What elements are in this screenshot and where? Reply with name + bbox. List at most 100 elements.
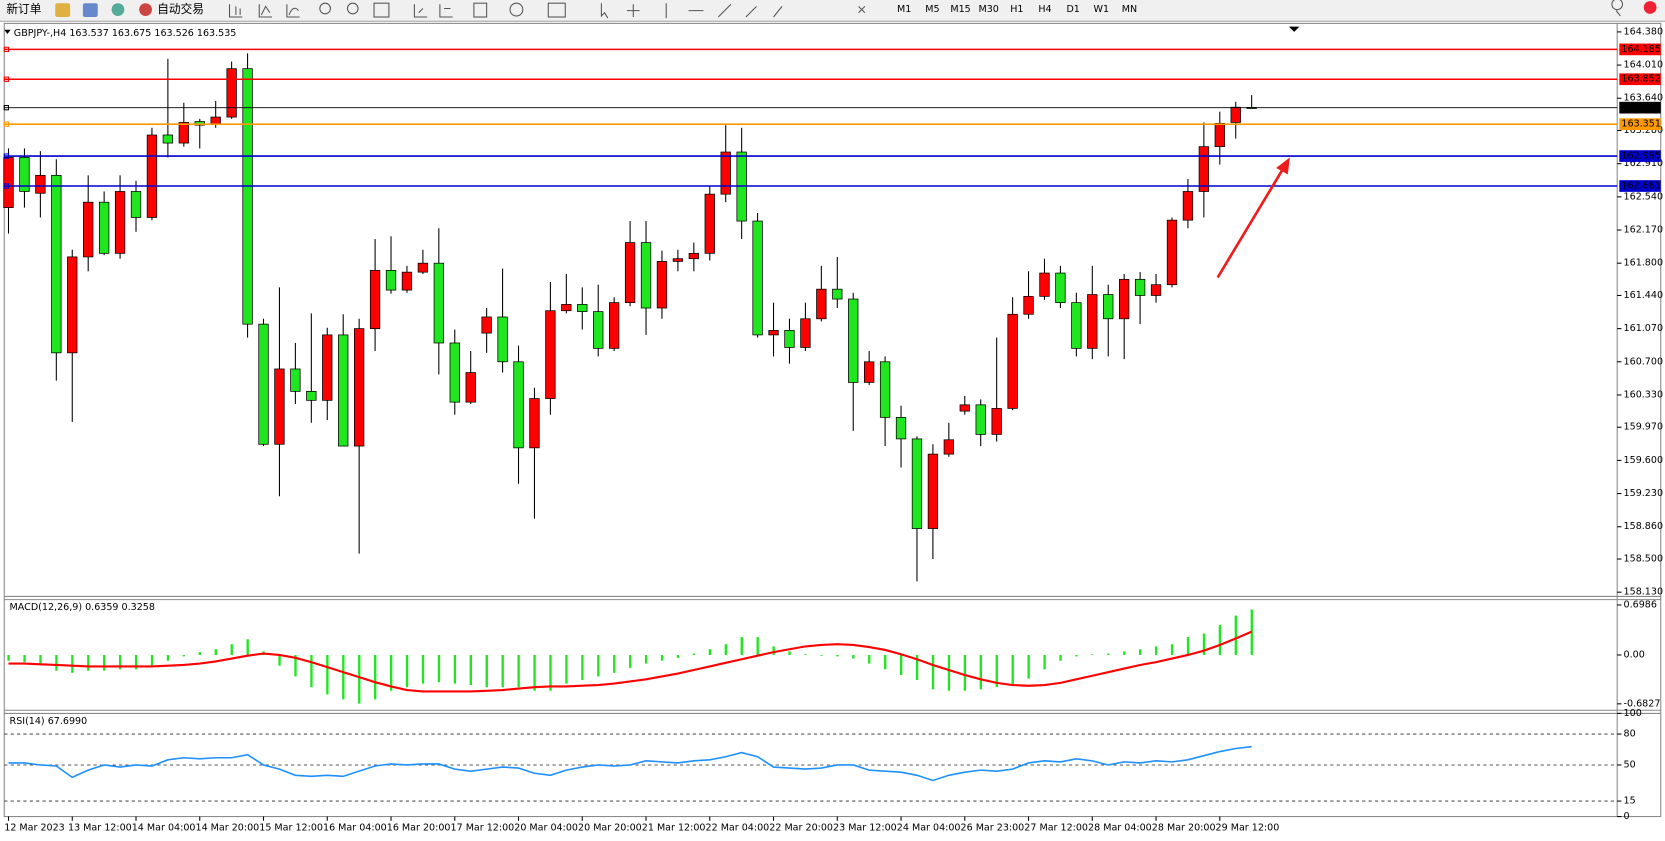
candle-body bbox=[83, 201, 94, 258]
macd-bar bbox=[947, 654, 951, 691]
timeframe-button[interactable]: M30 bbox=[979, 4, 999, 15]
candle-body bbox=[720, 151, 731, 195]
macd-bar bbox=[1107, 653, 1110, 655]
macd-bar bbox=[405, 654, 409, 688]
y-tick-label: 160.330 bbox=[1624, 389, 1663, 400]
new-order-button[interactable]: 新订单 bbox=[6, 2, 41, 16]
x-tick-label: 16 Mar 20:00 bbox=[387, 823, 451, 834]
candle-body bbox=[975, 404, 986, 435]
indicator-name: RSI(14) bbox=[10, 715, 45, 726]
candle-body bbox=[194, 121, 205, 126]
macd-bar bbox=[214, 649, 217, 655]
x-tick-label: 28 Mar 04:00 bbox=[1088, 823, 1152, 834]
y-tick-label: 159.970 bbox=[1624, 422, 1663, 433]
icon[interactable] bbox=[111, 3, 125, 16]
candle-body bbox=[927, 453, 939, 529]
x-tick-label: 23 Mar 12:00 bbox=[833, 823, 897, 834]
candle-body bbox=[959, 404, 970, 412]
candle-body bbox=[51, 174, 62, 354]
x-tick-label: 15 Mar 12:00 bbox=[259, 823, 323, 834]
macd-bar bbox=[421, 654, 425, 684]
timeframe-button[interactable]: MN bbox=[1122, 4, 1137, 15]
macd-bar bbox=[1154, 646, 1158, 655]
icon[interactable] bbox=[373, 2, 390, 18]
timeframe-button[interactable]: M1 bbox=[897, 4, 911, 15]
timeframe-button[interactable]: M15 bbox=[950, 4, 970, 15]
candle-body bbox=[640, 242, 652, 309]
y-tick-label: 158.500 bbox=[1624, 554, 1663, 565]
candle-body bbox=[943, 439, 955, 455]
y-tick-label: 160.700 bbox=[1624, 356, 1663, 367]
icon[interactable] bbox=[139, 3, 152, 16]
y-tick-label: 158.860 bbox=[1624, 521, 1663, 532]
icon[interactable] bbox=[228, 4, 243, 18]
y-tick-label: 159.600 bbox=[1624, 455, 1663, 466]
icon[interactable] bbox=[346, 2, 359, 15]
icon[interactable] bbox=[439, 4, 453, 18]
timeframe-button[interactable]: H1 bbox=[1010, 4, 1023, 15]
x-tick-label: 22 Mar 04:00 bbox=[706, 823, 770, 834]
candle-body bbox=[497, 316, 508, 363]
icon[interactable] bbox=[55, 3, 71, 18]
notification-icon[interactable] bbox=[1643, 1, 1657, 14]
candle-body bbox=[577, 304, 588, 312]
macd-bar bbox=[1123, 651, 1126, 655]
y-tick-label: 164.010 bbox=[1624, 60, 1663, 71]
macd-bar bbox=[963, 654, 967, 691]
macd-bar bbox=[1170, 644, 1174, 655]
macd-bar bbox=[868, 654, 871, 664]
macd-bar bbox=[788, 651, 791, 655]
toolbar-icons bbox=[228, 2, 866, 19]
icon[interactable] bbox=[413, 4, 428, 18]
icon[interactable] bbox=[286, 4, 300, 18]
icon[interactable] bbox=[858, 6, 866, 14]
candle-body bbox=[417, 262, 429, 273]
icon[interactable] bbox=[319, 2, 331, 15]
icon[interactable] bbox=[473, 2, 488, 18]
macd-bar bbox=[1234, 615, 1238, 655]
candle-body bbox=[35, 174, 46, 194]
candle-body bbox=[752, 220, 763, 336]
candle-body bbox=[784, 330, 795, 348]
macd-bar bbox=[358, 654, 361, 704]
macd-bar bbox=[39, 654, 42, 664]
candle-body bbox=[369, 269, 381, 330]
timeframe-button[interactable]: W1 bbox=[1094, 4, 1110, 15]
header-value: 163.535 bbox=[197, 27, 236, 38]
icon[interactable] bbox=[600, 3, 783, 19]
x-tick-label: 16 Mar 04:00 bbox=[323, 823, 387, 834]
candle-body bbox=[1103, 294, 1114, 320]
candle-body bbox=[1119, 278, 1130, 320]
macd-bar bbox=[389, 654, 393, 691]
candle-body bbox=[1230, 106, 1241, 123]
level-label-bg bbox=[1619, 180, 1661, 192]
macd-bar bbox=[979, 654, 982, 690]
header-triangle bbox=[4, 29, 11, 35]
x-tick-label: 12 Mar 2023 bbox=[4, 823, 65, 834]
x-tick-label: 13 Mar 12:00 bbox=[68, 823, 132, 834]
candle-body bbox=[1182, 191, 1194, 221]
search-icon[interactable] bbox=[1611, 0, 1624, 17]
macd-bar bbox=[23, 654, 26, 663]
timeframe-button[interactable]: D1 bbox=[1066, 4, 1079, 15]
candle-body bbox=[768, 330, 779, 336]
macd-bar bbox=[852, 654, 855, 659]
macd-bar bbox=[1027, 654, 1030, 679]
candle-body bbox=[258, 323, 269, 445]
icon[interactable] bbox=[258, 4, 273, 18]
candle-body bbox=[608, 302, 620, 349]
auto-trading-button[interactable]: 自动交易 bbox=[157, 2, 204, 16]
timeframe-button[interactable]: M5 bbox=[925, 4, 939, 15]
icon[interactable] bbox=[547, 2, 566, 18]
icon[interactable] bbox=[509, 2, 524, 17]
candle-body bbox=[879, 361, 891, 418]
candle-body bbox=[114, 191, 126, 254]
timeframe-button[interactable]: H4 bbox=[1038, 4, 1051, 15]
macd-bar bbox=[597, 654, 600, 677]
y-tick-label: 158.130 bbox=[1624, 587, 1663, 598]
candle-body bbox=[146, 134, 158, 218]
macd-bar bbox=[931, 654, 935, 690]
x-tick-label: 27 Mar 12:00 bbox=[1024, 823, 1088, 834]
icon[interactable] bbox=[82, 3, 98, 18]
